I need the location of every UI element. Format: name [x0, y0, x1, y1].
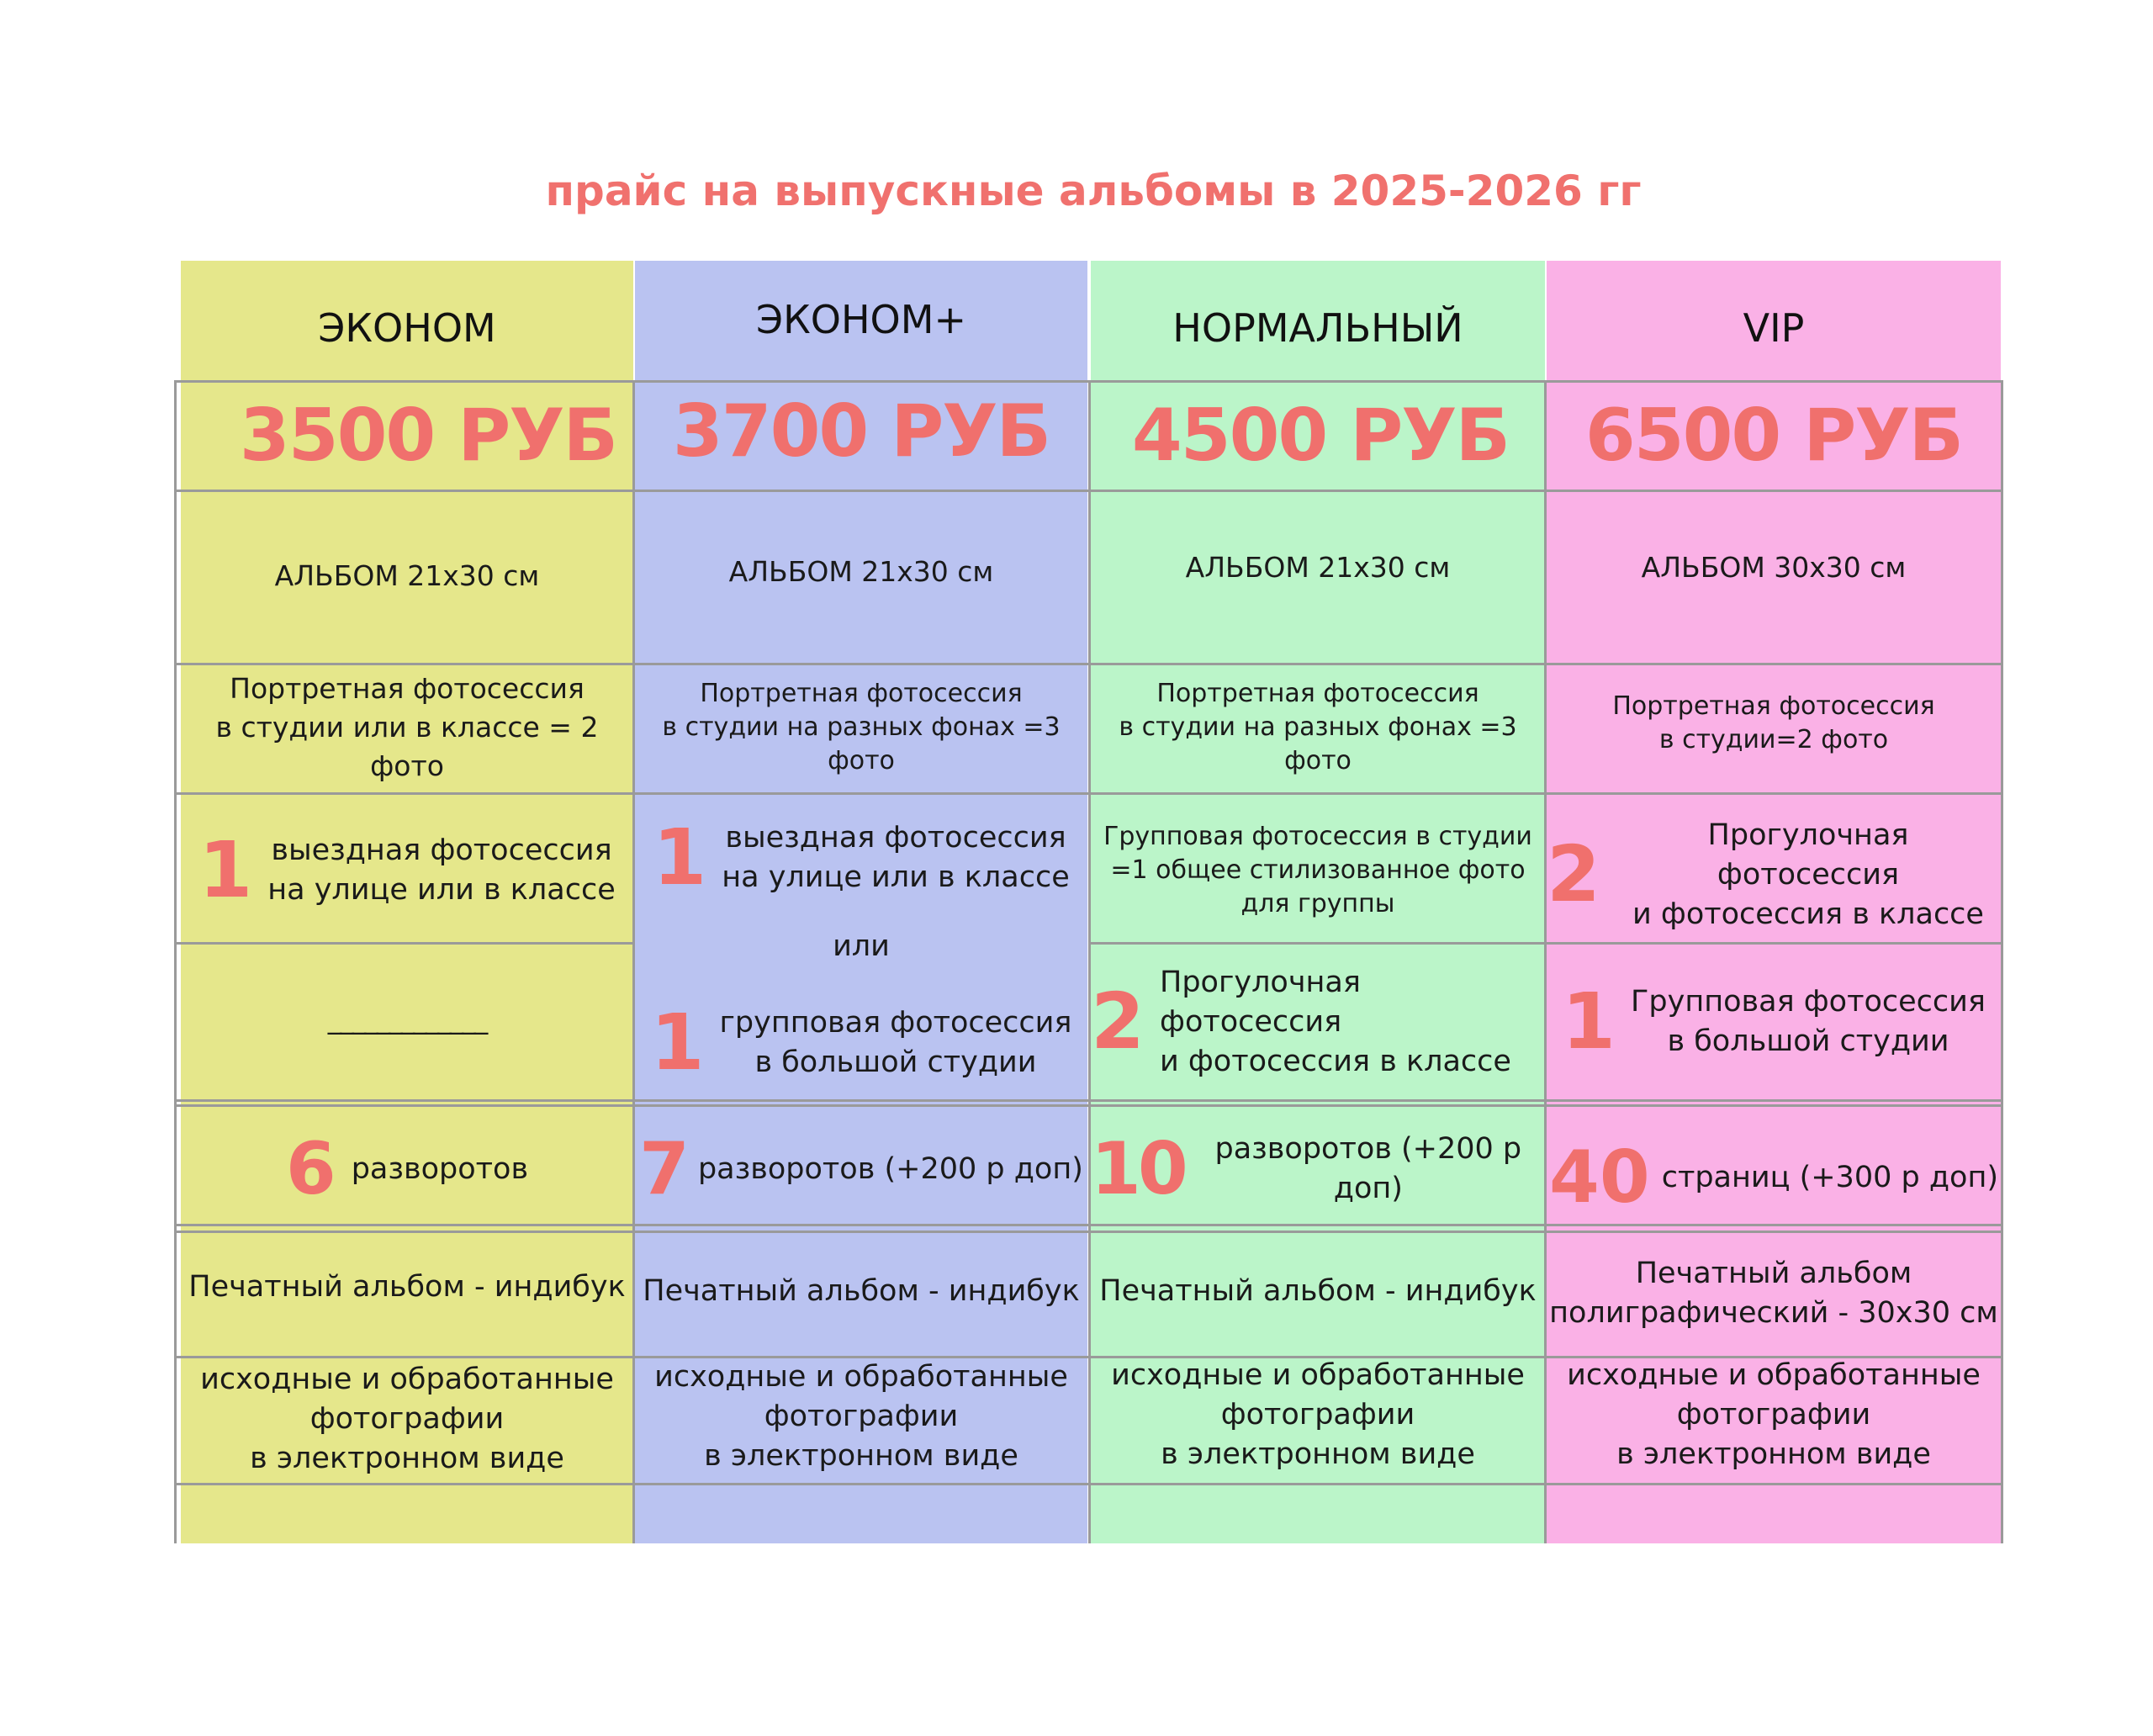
grid-line: [174, 942, 632, 945]
plan-name-econom: ЭКОНОМ: [318, 305, 496, 351]
session2-normal: 2 Прогулочная фотосессия и фотосессия в …: [1091, 965, 1511, 1078]
session2-econom-empty: _____________: [327, 1001, 489, 1035]
grid-line: [632, 380, 635, 1543]
grid-line: [1544, 380, 1547, 1543]
album-size-econom: АЛЬБОМ 21x30 см: [274, 559, 540, 592]
digital-vip: исходные и обработанные фотографии в эле…: [1567, 1358, 1981, 1471]
album-size-vip: АЛЬБОМ 30x30 см: [1641, 551, 1907, 584]
price-econom: 3500 РУБ: [239, 393, 618, 478]
print-normal: Печатный альбом - индибук: [1099, 1273, 1537, 1308]
album-size-econom-plus: АЛЬБОМ 21x30 см: [728, 555, 994, 588]
spreads-normal: 10 разворотов (+200 р доп): [1091, 1127, 1522, 1211]
session2-vip: 1 Групповая фотосессия в большой студии: [1562, 977, 1986, 1066]
portrait-session-vip: Портретная фотосессия в студии=2 фото: [1612, 691, 1935, 754]
print-econom: Печатный альбом - индибук: [188, 1269, 626, 1304]
page-title: прайс на выпускные альбомы в 2025-2026 г…: [545, 167, 1642, 215]
digital-econom: исходные и обработанные фотографии в эле…: [200, 1363, 614, 1475]
session1-econom-plus: 1 выездная фотосессия на улице или в кла…: [653, 812, 1070, 902]
price-normal: 4500 РУБ: [1131, 393, 1510, 478]
portrait-session-econom: Портретная фотосессия в студии или в кла…: [215, 672, 599, 782]
print-vip: Печатный альбом полиграфический - 30x30 …: [1549, 1256, 1998, 1330]
spreads-econom: 6 разворотов: [285, 1127, 529, 1211]
grid-line: [1088, 380, 1091, 1543]
column-bg-econom: [181, 261, 633, 1543]
session2-econom-plus: 1 групповая фотосессия в большой студии: [650, 998, 1072, 1088]
portrait-session-normal: Портретная фотосессия в студии на разных…: [1119, 679, 1517, 775]
grid-line: [174, 380, 177, 1543]
column-bg-econom-plus: [635, 261, 1087, 1543]
digital-econom-plus: исходные и обработанные фотографии в эле…: [654, 1360, 1068, 1473]
column-bg-vip: [1547, 261, 2001, 1543]
plan-name-vip: VIP: [1743, 305, 1805, 351]
session1-vip: 2 Прогулочная фотосессия и фотосессия в …: [1547, 818, 1984, 931]
session1-normal: Групповая фотосессия в студии =1 общее с…: [1103, 822, 1532, 918]
plan-name-normal: НОРМАЛЬНЫЙ: [1172, 305, 1463, 351]
session-count: 1: [198, 825, 253, 915]
price-vip: 6500 РУБ: [1584, 393, 1964, 478]
grid-line: [2001, 380, 2003, 1543]
or-label: или: [833, 929, 890, 963]
session1-econom: 1 выездная фотосессия на улице или в кла…: [198, 825, 616, 915]
digital-normal: исходные и обработанные фотографии в эле…: [1111, 1358, 1525, 1471]
spreads-econom-plus: 7 разворотов (+200 р доп): [639, 1127, 1083, 1211]
column-bg-normal: [1091, 261, 1545, 1543]
plan-name-econom-plus: ЭКОНОМ+: [755, 297, 966, 342]
price-econom-plus: 3700 РУБ: [672, 389, 1051, 474]
print-econom-plus: Печатный альбом - индибук: [643, 1273, 1080, 1308]
pages-vip: 40 страниц (+300 р доп): [1549, 1135, 1998, 1220]
portrait-session-econom-plus: Портретная фотосессия в студии на разных…: [662, 679, 1061, 775]
album-size-normal: АЛЬБОМ 21x30 см: [1185, 551, 1451, 584]
grid-line: [1091, 942, 2003, 945]
